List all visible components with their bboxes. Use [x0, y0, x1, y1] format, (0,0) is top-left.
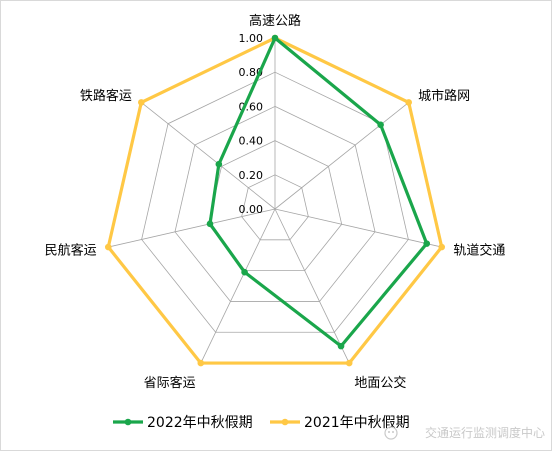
axis-label-1: 城市路网	[418, 88, 470, 104]
legend-label-1: 2021年中秋假期	[304, 415, 410, 431]
series-layer	[104, 34, 446, 367]
spoke-4	[200, 208, 276, 364]
grid-ring-3	[174, 105, 376, 302]
axis-label-5: 民航客运	[45, 243, 97, 259]
legend: 2022年中秋假期 2021年中秋假期	[113, 415, 410, 431]
axis-label-4: 省际客运	[144, 375, 196, 391]
legend-item-1: 2021年中秋假期	[270, 415, 410, 431]
tick-label-1: 0.20	[239, 169, 264, 182]
spoke-2	[274, 208, 442, 248]
tick-label-5: 1.00	[239, 32, 264, 45]
axis-label-6: 铁路客运	[80, 88, 132, 104]
data-point-1-6	[138, 99, 145, 106]
spoke-5	[108, 208, 276, 248]
grid-ring-1	[241, 174, 309, 241]
legend-swatch-marker-0	[124, 418, 132, 426]
spoke-6	[141, 102, 276, 210]
axis-label-0: 高速公路	[249, 13, 301, 29]
data-point-0-3	[337, 342, 345, 350]
tick-label-2: 0.40	[239, 135, 264, 148]
data-point-0-5	[206, 220, 214, 228]
series-1	[104, 34, 446, 367]
axis-label-3: 地面公交	[354, 375, 406, 391]
series-line-1	[106, 36, 444, 365]
watermark-icon	[384, 426, 398, 440]
legend-swatch-marker-1	[281, 418, 289, 426]
watermark-text: 交通运行监测调度中心	[425, 425, 545, 440]
axis-label-2: 轨道交通	[453, 243, 505, 259]
data-point-1-4	[197, 359, 205, 367]
data-point-0-2	[423, 240, 431, 247]
radial-tick-labels: 0.000.200.400.600.801.00	[239, 32, 264, 216]
legend-label-0: 2022年中秋假期	[147, 415, 253, 431]
data-point-0-0	[271, 34, 279, 42]
series-0	[206, 34, 431, 350]
series-line-0	[208, 36, 429, 348]
data-point-0-6	[215, 160, 223, 168]
spoke-1	[274, 102, 409, 210]
spoke-3	[274, 208, 350, 364]
data-point-1-1	[405, 99, 412, 106]
data-point-0-1	[377, 121, 384, 129]
data-point-1-3	[345, 359, 353, 367]
legend-item-0: 2022年中秋假期	[113, 415, 253, 431]
tick-label-0: 0.00	[239, 203, 264, 216]
data-point-1-5	[104, 243, 112, 251]
data-point-1-2	[438, 243, 446, 251]
radar-grid	[107, 37, 443, 364]
data-point-0-4	[241, 268, 248, 276]
grid-ring-2	[207, 140, 343, 272]
